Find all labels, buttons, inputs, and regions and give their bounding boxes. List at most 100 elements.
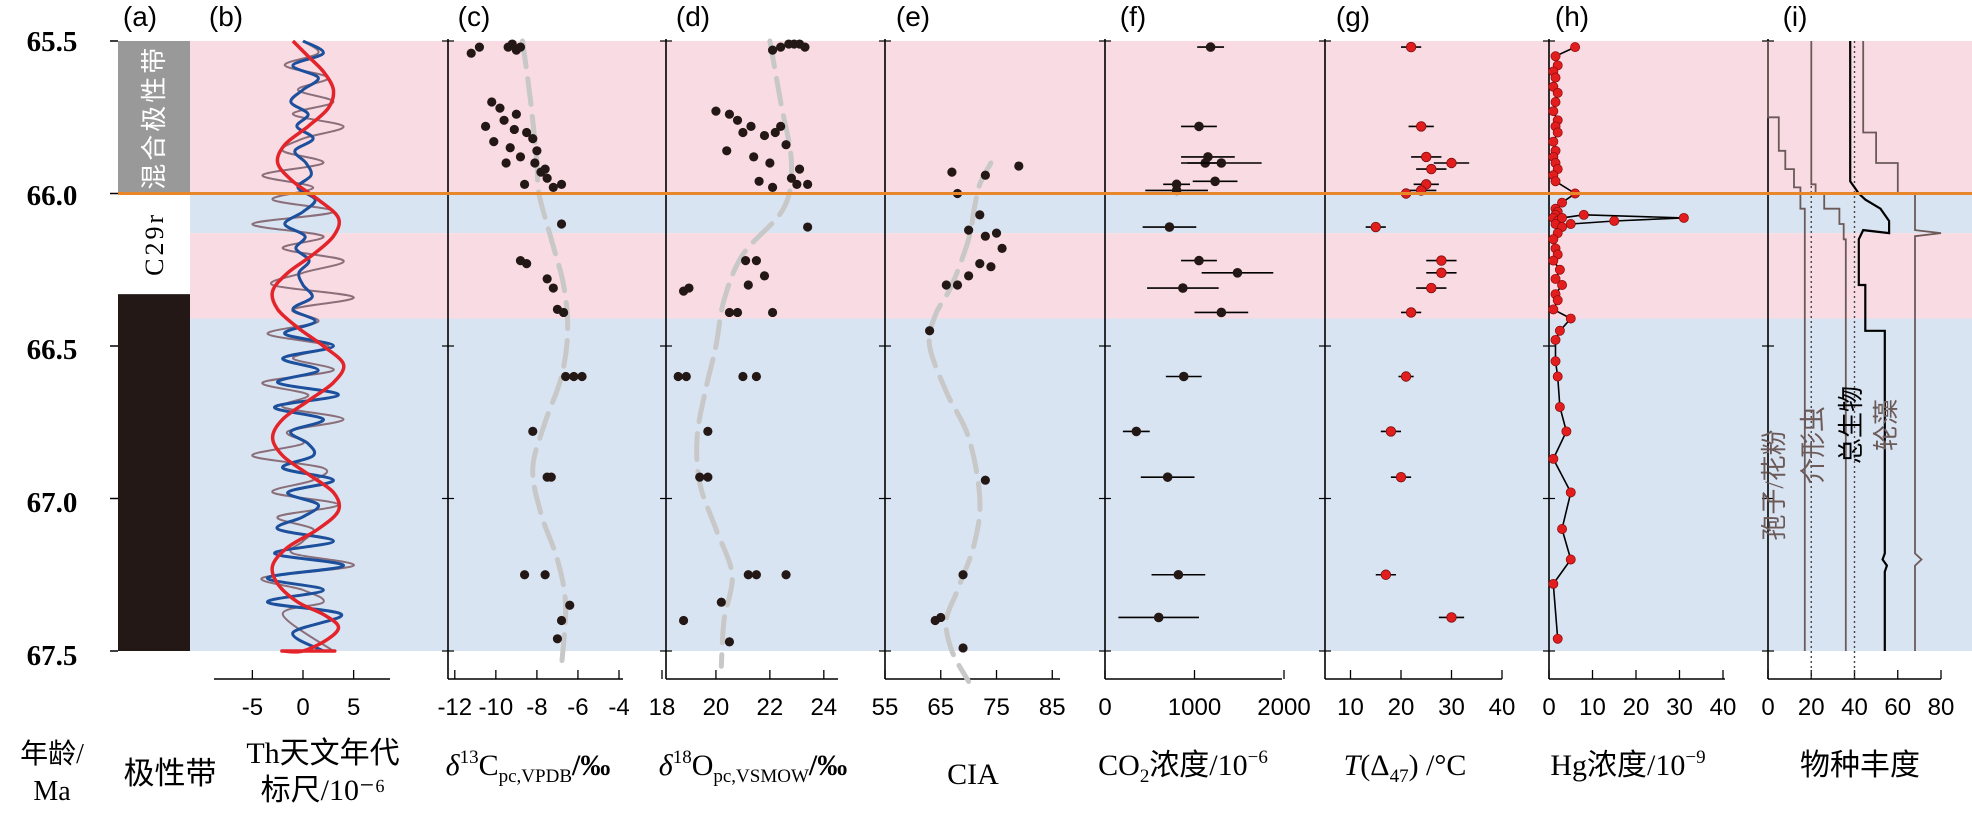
x-tick-label: -10 [478, 694, 513, 721]
age-tick-label: 65.5 [27, 26, 78, 58]
data-point [776, 42, 786, 52]
data-point [759, 130, 770, 141]
xlabel-f-sub: 2 [1140, 766, 1150, 787]
hg-point [1578, 209, 1589, 220]
data-point [749, 152, 759, 162]
data-point [997, 243, 1007, 253]
polarity-zone [118, 193, 190, 295]
abundance-series [1767, 41, 1806, 651]
x-tick-label: 40 [1489, 694, 1516, 721]
x-tick-label: 10 [1579, 694, 1606, 721]
panel-letter-e: (e) [896, 1, 930, 32]
xlabel-h-sup: −9 [1685, 747, 1705, 768]
data-point [558, 307, 569, 318]
abundance-series [1810, 41, 1847, 651]
data-point [1194, 255, 1204, 266]
data-point [724, 637, 735, 647]
data-point [1131, 426, 1142, 437]
trend-line [926, 160, 994, 684]
data-point [678, 615, 689, 626]
data-point [980, 170, 990, 180]
data-point [776, 121, 786, 131]
hg-point [1557, 280, 1568, 290]
data-point [1426, 163, 1437, 175]
data-point [792, 179, 802, 189]
data-point [767, 182, 778, 192]
x-tick-label: 0 [1761, 694, 1774, 721]
age-tick-label: 66.5 [27, 334, 78, 366]
data-point [480, 121, 491, 131]
hg-point [1557, 524, 1568, 534]
x-tick-label: 40 [1841, 694, 1868, 721]
data-point [716, 597, 726, 607]
data-point [1164, 222, 1175, 232]
hg-point [1678, 212, 1689, 223]
hg-point [1550, 176, 1561, 187]
xlabel-g-T: T [1344, 749, 1363, 782]
hg-point [1550, 356, 1561, 367]
x-tick-label: 75 [983, 694, 1010, 721]
age-axis-label-unit: Ma [33, 776, 71, 807]
data-point [724, 307, 735, 318]
data-point [1178, 283, 1188, 293]
x-tick-label: 10 [1337, 694, 1364, 721]
data-point [738, 371, 748, 382]
data-point [732, 307, 743, 318]
data-point [1232, 268, 1243, 278]
age-band [190, 233, 1972, 319]
data-point [786, 173, 797, 183]
data-point [1446, 612, 1457, 623]
trend-line [694, 38, 795, 669]
x-tick-label: -4 [608, 694, 629, 721]
hg-point [1565, 487, 1576, 498]
data-point [980, 475, 990, 485]
data-point [964, 225, 974, 235]
data-point [542, 173, 552, 183]
hg-point [1565, 219, 1576, 229]
series-label: 轮藻 [1872, 399, 1901, 451]
data-point [515, 152, 526, 162]
data-point [941, 280, 951, 290]
data-point [767, 45, 778, 55]
data-point [800, 42, 810, 52]
data-point [767, 307, 778, 318]
data-point [947, 167, 957, 177]
data-point [540, 164, 550, 174]
data-point [681, 371, 691, 382]
data-point [1370, 221, 1381, 233]
th-series-blue [266, 39, 346, 653]
data-point [741, 256, 751, 266]
hg-point [1552, 127, 1563, 138]
xlabel-c: δ13Cpc,VPDB/‰ [446, 747, 611, 787]
data-point [1446, 157, 1457, 169]
age-tick-label: 67.0 [27, 487, 78, 519]
xlabel-b-line1: Th天文年代 [246, 737, 399, 770]
xlabel-i: 物种丰度 [1800, 749, 1920, 782]
hg-point [1548, 234, 1559, 245]
series-label: 介形虫 [1799, 406, 1828, 484]
data-point [474, 42, 485, 52]
x-tick-label: 60 [1884, 694, 1911, 721]
data-point [695, 472, 705, 482]
xlabel-d-sup: 18 [673, 747, 692, 768]
hg-point [1557, 212, 1568, 223]
data-point [1415, 121, 1427, 132]
series-label: 总生物 [1837, 386, 1866, 464]
age-tick-label: 67.5 [27, 640, 78, 672]
data-point [1162, 472, 1173, 482]
x-tick-label: 24 [810, 694, 837, 721]
data-point [487, 97, 497, 107]
xlabel-d-unit: /‰ [808, 749, 847, 782]
data-point [781, 570, 791, 580]
data-point [577, 371, 587, 382]
th-series-raw [251, 40, 355, 652]
th-series-red [270, 39, 346, 654]
x-tick-label: 40 [1710, 694, 1737, 721]
panel-letter-b: (b) [209, 1, 243, 32]
data-point [751, 371, 761, 382]
hg-point [1561, 426, 1572, 437]
data-point [1385, 426, 1397, 437]
age-axis: 65.5 66.0 66.5 67.0 67.5 年龄/ Ma [20, 26, 84, 807]
data-point [565, 600, 575, 610]
